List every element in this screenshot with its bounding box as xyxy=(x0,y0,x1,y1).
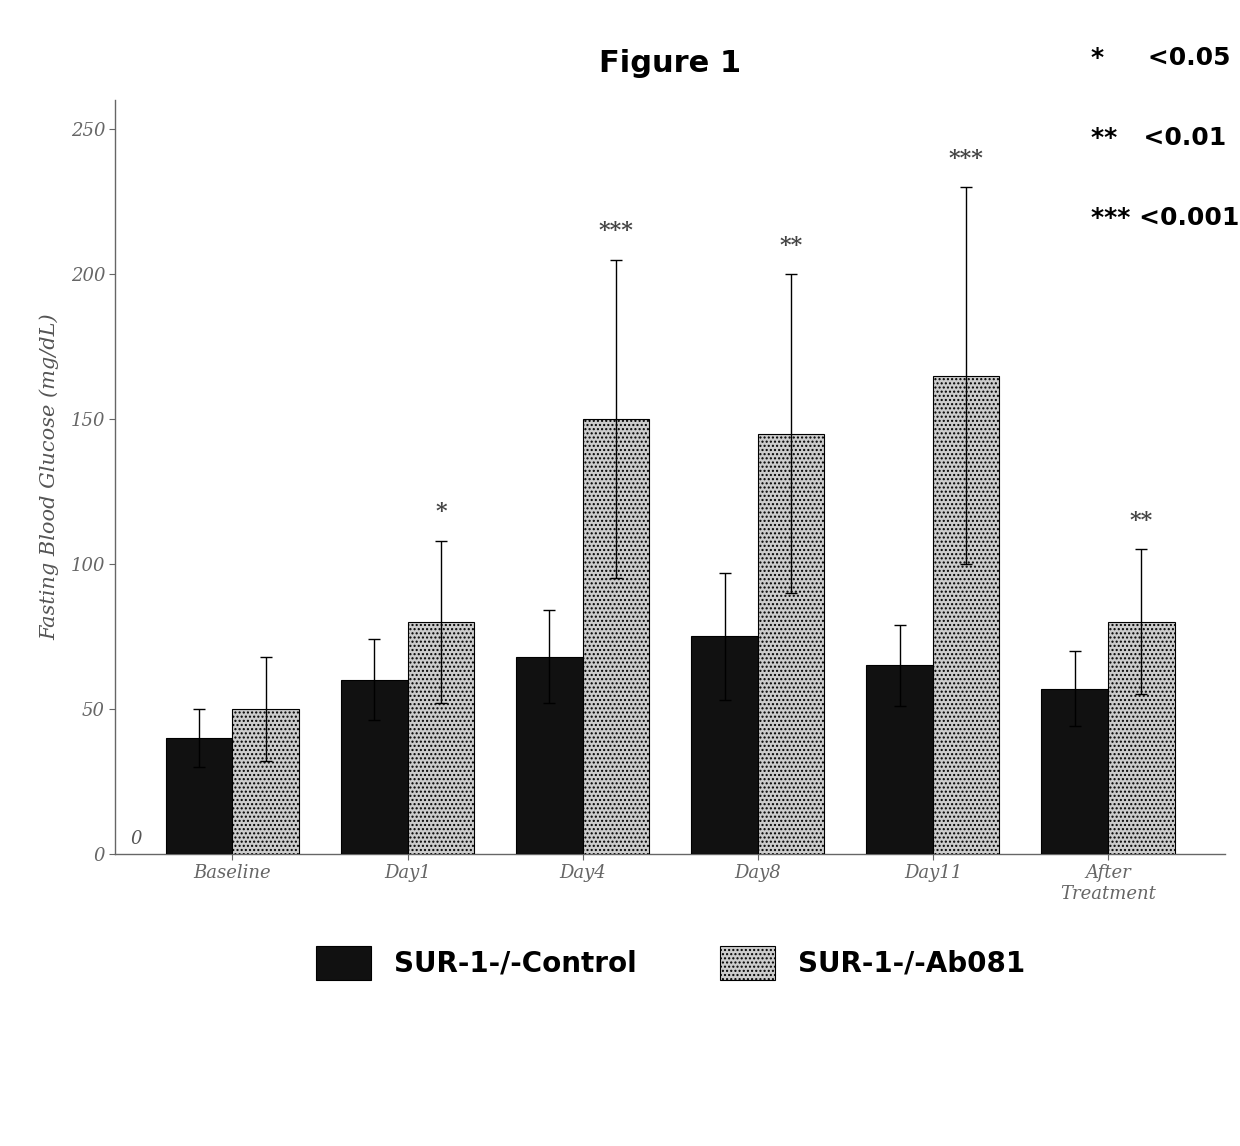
Text: **: ** xyxy=(780,235,802,257)
Bar xyxy=(583,419,650,854)
Bar xyxy=(932,376,999,854)
Text: **: ** xyxy=(1130,510,1153,532)
Text: ***: *** xyxy=(599,220,634,242)
Bar xyxy=(1109,622,1174,854)
Text: *: * xyxy=(435,501,446,524)
Bar xyxy=(232,709,299,854)
Bar xyxy=(1042,689,1109,854)
Text: ***: *** xyxy=(949,148,983,170)
Bar xyxy=(691,636,758,854)
Text: 0: 0 xyxy=(130,830,141,848)
Legend: SUR-1-/-Control, SUR-1-/-Ab081: SUR-1-/-Control, SUR-1-/-Ab081 xyxy=(305,934,1035,990)
Bar xyxy=(867,666,932,854)
Y-axis label: Fasting Blood Glucose (mg/dL): Fasting Blood Glucose (mg/dL) xyxy=(40,314,60,641)
Bar xyxy=(516,657,583,854)
Bar xyxy=(758,433,825,854)
Title: Figure 1: Figure 1 xyxy=(599,49,742,78)
Text: **   <0.01: ** <0.01 xyxy=(1091,126,1226,150)
Bar xyxy=(166,738,232,854)
Text: *     <0.05: * <0.05 xyxy=(1091,46,1230,70)
Text: *** <0.001: *** <0.001 xyxy=(1091,206,1240,230)
Bar xyxy=(341,680,408,854)
Bar xyxy=(408,622,474,854)
